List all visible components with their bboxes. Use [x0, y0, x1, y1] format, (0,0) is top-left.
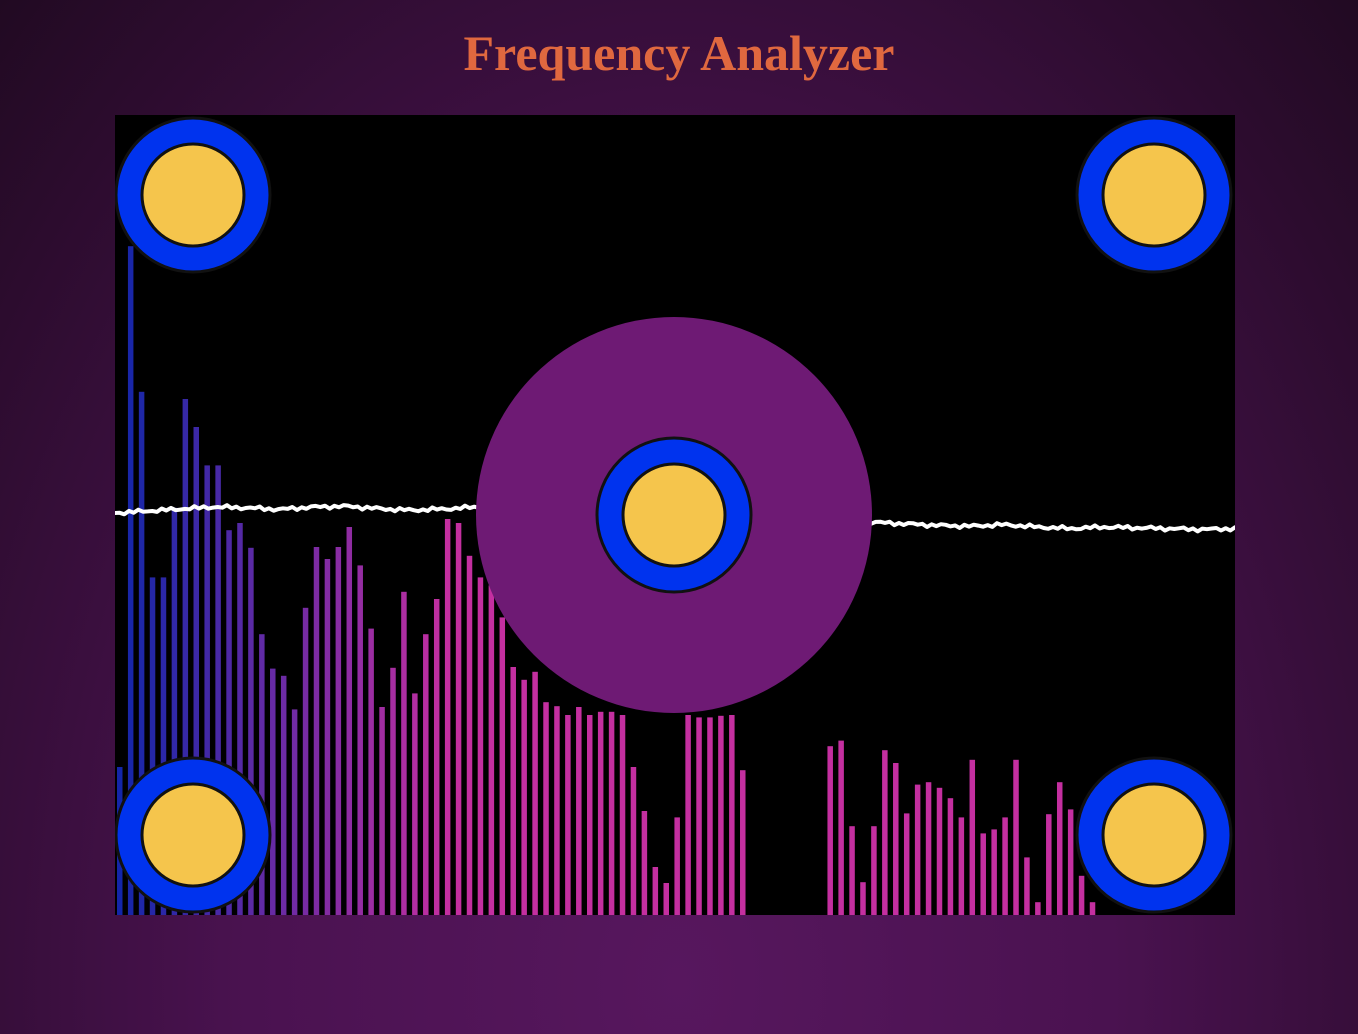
spectrum-bar — [171, 507, 178, 915]
spectrum-bar — [149, 577, 156, 915]
spectrum-bar — [729, 715, 735, 915]
spectrum-bar — [947, 798, 954, 915]
spectrum-bar — [346, 527, 353, 915]
spectrum-bar — [936, 787, 943, 915]
spectrum-bar — [1035, 902, 1041, 915]
spectrum-bar — [641, 811, 648, 915]
spectrum-bar — [893, 763, 899, 915]
spectrum-bar — [1089, 902, 1096, 915]
spectrum-bar — [980, 833, 986, 915]
spectrum-bar — [412, 693, 418, 915]
spectrum-bar — [619, 715, 626, 915]
spectrum-bar — [237, 523, 243, 915]
spectrum-bar — [827, 746, 833, 915]
spectrum-bar — [925, 782, 932, 915]
spectrum-bar — [608, 711, 615, 915]
spectrum-bar — [510, 667, 516, 915]
spectrum-bar — [838, 740, 844, 915]
top-left-knob-icon[interactable] — [115, 116, 272, 274]
knob-core — [1101, 142, 1207, 248]
spectrum-bar — [488, 585, 495, 915]
spectrum-bar — [565, 715, 571, 915]
spectrum-bar — [401, 591, 407, 915]
spectrum-bar — [882, 750, 888, 915]
spectrum-bar — [1002, 817, 1008, 915]
spectrum-bar — [215, 465, 221, 915]
page-title: Frequency Analyzer — [463, 25, 895, 81]
knob-core — [140, 782, 246, 888]
spectrum-bar — [718, 715, 724, 915]
spectrum-bar — [127, 246, 134, 915]
spectrum-bar — [455, 523, 462, 915]
spectrum-bar — [849, 826, 855, 915]
spectrum-bar — [663, 883, 669, 915]
top-right-knob-icon[interactable] — [1075, 116, 1233, 274]
spectrum-bar — [160, 577, 167, 915]
spectrum-bar — [1078, 875, 1085, 915]
spectrum-bar — [324, 559, 331, 915]
spectrum-bar — [138, 391, 145, 915]
spectrum-bar — [499, 617, 506, 915]
spectrum-bar — [554, 706, 560, 915]
spectrum-bar — [313, 547, 320, 915]
knob-core — [621, 462, 727, 568]
spectrum-bar — [991, 829, 997, 915]
spectrum-bar — [707, 717, 713, 915]
spectrum-bar — [335, 547, 342, 915]
spectrum-bar — [903, 813, 910, 915]
spectrum-bar — [860, 882, 866, 915]
spectrum-bar — [466, 555, 473, 915]
spectrum-bar — [357, 565, 363, 915]
spectrum-bar — [1013, 759, 1019, 915]
spectrum-bar — [597, 711, 604, 915]
knob-core — [1101, 782, 1207, 888]
spectrum-bar — [477, 577, 484, 915]
spectrum-bar — [270, 668, 276, 915]
spectrum-bar — [182, 399, 189, 915]
spectrum-bar — [259, 634, 265, 915]
spectrum-bar — [204, 465, 210, 915]
spectrum-bar — [586, 715, 593, 915]
spectrum-bars — [117, 246, 1096, 915]
spectrum-bar — [368, 628, 374, 915]
bottom-left-knob-icon[interactable] — [115, 756, 272, 914]
spectrum-bar — [226, 530, 232, 915]
spectrum-bar — [871, 826, 877, 915]
bottom-right-knob-icon[interactable] — [1075, 756, 1233, 914]
spectrum-bar — [543, 702, 549, 915]
spectrum-bar — [302, 607, 309, 915]
spectrum-bar — [248, 547, 254, 915]
spectrum-bar — [576, 707, 582, 915]
spectrum-bar — [1056, 782, 1063, 915]
spectrum-bar — [652, 867, 659, 915]
spectrum-bar — [914, 784, 921, 915]
spectrum-bar — [685, 715, 691, 915]
spectrum-bar — [193, 427, 200, 915]
center-knob-icon[interactable] — [595, 436, 753, 594]
spectrum-bar — [696, 717, 702, 915]
spectrum-bar — [1024, 857, 1030, 915]
spectrum-bar — [280, 675, 287, 915]
spectrum-bar — [532, 671, 538, 915]
spectrum-bar — [379, 707, 385, 915]
spectrum-bar — [291, 709, 298, 915]
spectrum-bar — [674, 817, 680, 915]
spectrum-bar — [1046, 814, 1052, 915]
spectrum-bar — [1067, 809, 1074, 915]
spectrum-bar — [969, 759, 976, 915]
spectrum-bar — [630, 767, 637, 915]
frequency-visualizer[interactable] — [115, 115, 1235, 915]
spectrum-bar — [521, 679, 527, 915]
knob-group — [115, 116, 1233, 914]
spectrum-bar — [958, 817, 965, 915]
spectrum-bar — [423, 634, 429, 915]
spectrum-bar — [433, 599, 440, 915]
spectrum-bar — [444, 519, 451, 915]
knob-core — [140, 142, 246, 248]
spectrum-bar — [740, 770, 746, 915]
spectrum-bar — [390, 667, 396, 915]
